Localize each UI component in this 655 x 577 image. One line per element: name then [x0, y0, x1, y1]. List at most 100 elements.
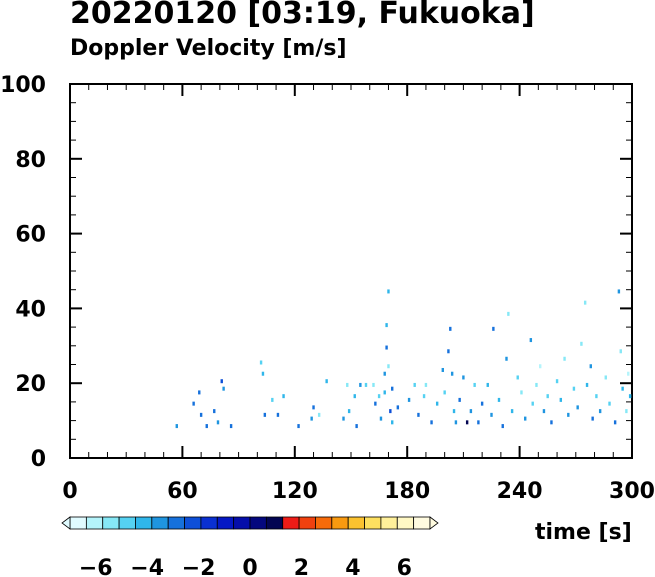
data-point: [617, 289, 621, 294]
data-point: [477, 420, 480, 425]
colorbar: −6 −4 −2 0 2 4 6: [61, 516, 439, 577]
colorbar-cell: [347, 516, 365, 530]
x-tick-label: 0: [62, 479, 77, 504]
data-point: [529, 338, 533, 343]
data-point: [396, 405, 400, 410]
data-point: [576, 405, 579, 410]
data-point: [535, 382, 538, 387]
data-point: [447, 349, 450, 354]
data-point: [507, 311, 510, 316]
data-point: [492, 326, 495, 331]
data-point: [531, 401, 534, 406]
data-point: [276, 412, 280, 417]
colorbar-cell: [184, 516, 202, 530]
data-point: [454, 420, 458, 425]
data-point: [627, 371, 630, 376]
data-point: [430, 420, 433, 425]
colorbar-label: −2: [182, 556, 216, 577]
data-point: [591, 416, 594, 421]
plot-frame: [69, 83, 633, 459]
colorbar-label: −4: [130, 556, 164, 577]
data-point: [353, 394, 356, 399]
data-point: [391, 386, 394, 391]
colorbar-cell: [315, 516, 333, 530]
y-tick-label: 80: [15, 148, 46, 173]
data-point: [377, 394, 381, 399]
x-tick-label: 300: [609, 479, 655, 504]
data-point: [205, 424, 208, 429]
colorbar-cell: [135, 516, 153, 530]
data-point: [383, 371, 386, 376]
data-points: [175, 289, 632, 429]
data-point: [435, 401, 439, 406]
data-point: [359, 382, 362, 387]
x-tick-label: 180: [384, 479, 430, 504]
x-tick-label: 60: [167, 479, 198, 504]
colorbar-right-arrow: [429, 516, 439, 530]
data-point: [469, 409, 473, 414]
data-point: [355, 424, 358, 429]
data-point: [563, 356, 566, 361]
colorbar-cell: [282, 516, 300, 530]
data-point: [364, 382, 368, 387]
colorbar-label: 0: [242, 556, 257, 577]
data-point: [628, 394, 632, 399]
data-point: [407, 397, 411, 402]
colorbar-label: 4: [345, 556, 360, 577]
colorbar-cell: [331, 516, 349, 530]
y-tick-label: 0: [31, 447, 46, 472]
data-point: [580, 341, 583, 346]
data-point: [417, 412, 420, 417]
colorbar-left-arrow: [61, 516, 71, 530]
data-point: [312, 405, 315, 410]
data-point: [559, 397, 563, 402]
y-tick-label: 40: [15, 297, 46, 322]
data-point: [539, 364, 542, 369]
data-point: [567, 412, 570, 417]
data-point: [325, 379, 328, 384]
colorbar-label: −6: [79, 556, 113, 577]
colorbar-cell: [102, 516, 120, 530]
colorbar-cell: [249, 516, 267, 530]
data-point: [625, 409, 628, 414]
data-point: [542, 409, 546, 414]
data-point: [583, 300, 587, 305]
data-point: [346, 382, 349, 387]
colorbar-cell: [216, 516, 235, 530]
data-point: [387, 289, 390, 294]
data-point: [486, 382, 489, 387]
chart-title: 20220120 [03:19, Fukuoka]: [70, 0, 535, 31]
data-point: [387, 364, 390, 369]
data-point: [222, 386, 225, 391]
data-point: [413, 382, 416, 387]
colorbar-cell: [364, 516, 382, 530]
data-point: [261, 371, 265, 376]
data-point: [379, 416, 383, 421]
data-point: [317, 412, 321, 417]
data-point: [524, 416, 527, 421]
colorbar-cell: [265, 516, 284, 530]
colorbar-cell: [200, 516, 218, 530]
data-point: [585, 382, 589, 387]
data-point: [199, 412, 203, 417]
data-point: [621, 386, 624, 391]
data-point: [550, 420, 553, 425]
data-point: [342, 416, 345, 421]
colorbar-cell: [167, 516, 185, 530]
data-point: [389, 409, 392, 414]
data-point: [480, 401, 484, 406]
data-point: [450, 371, 454, 376]
data-point: [505, 356, 508, 361]
data-point: [385, 345, 388, 350]
x-axis-label: time [s]: [535, 520, 632, 545]
data-point: [546, 394, 549, 399]
chart-subtitle: Doppler Velocity [m/s]: [70, 36, 347, 61]
data-point: [198, 390, 201, 395]
data-point: [604, 375, 607, 380]
data-point: [598, 409, 602, 414]
data-point: [213, 409, 216, 414]
data-point: [391, 420, 394, 425]
data-point: [613, 420, 617, 425]
data-point: [589, 364, 592, 369]
data-point: [520, 390, 523, 395]
